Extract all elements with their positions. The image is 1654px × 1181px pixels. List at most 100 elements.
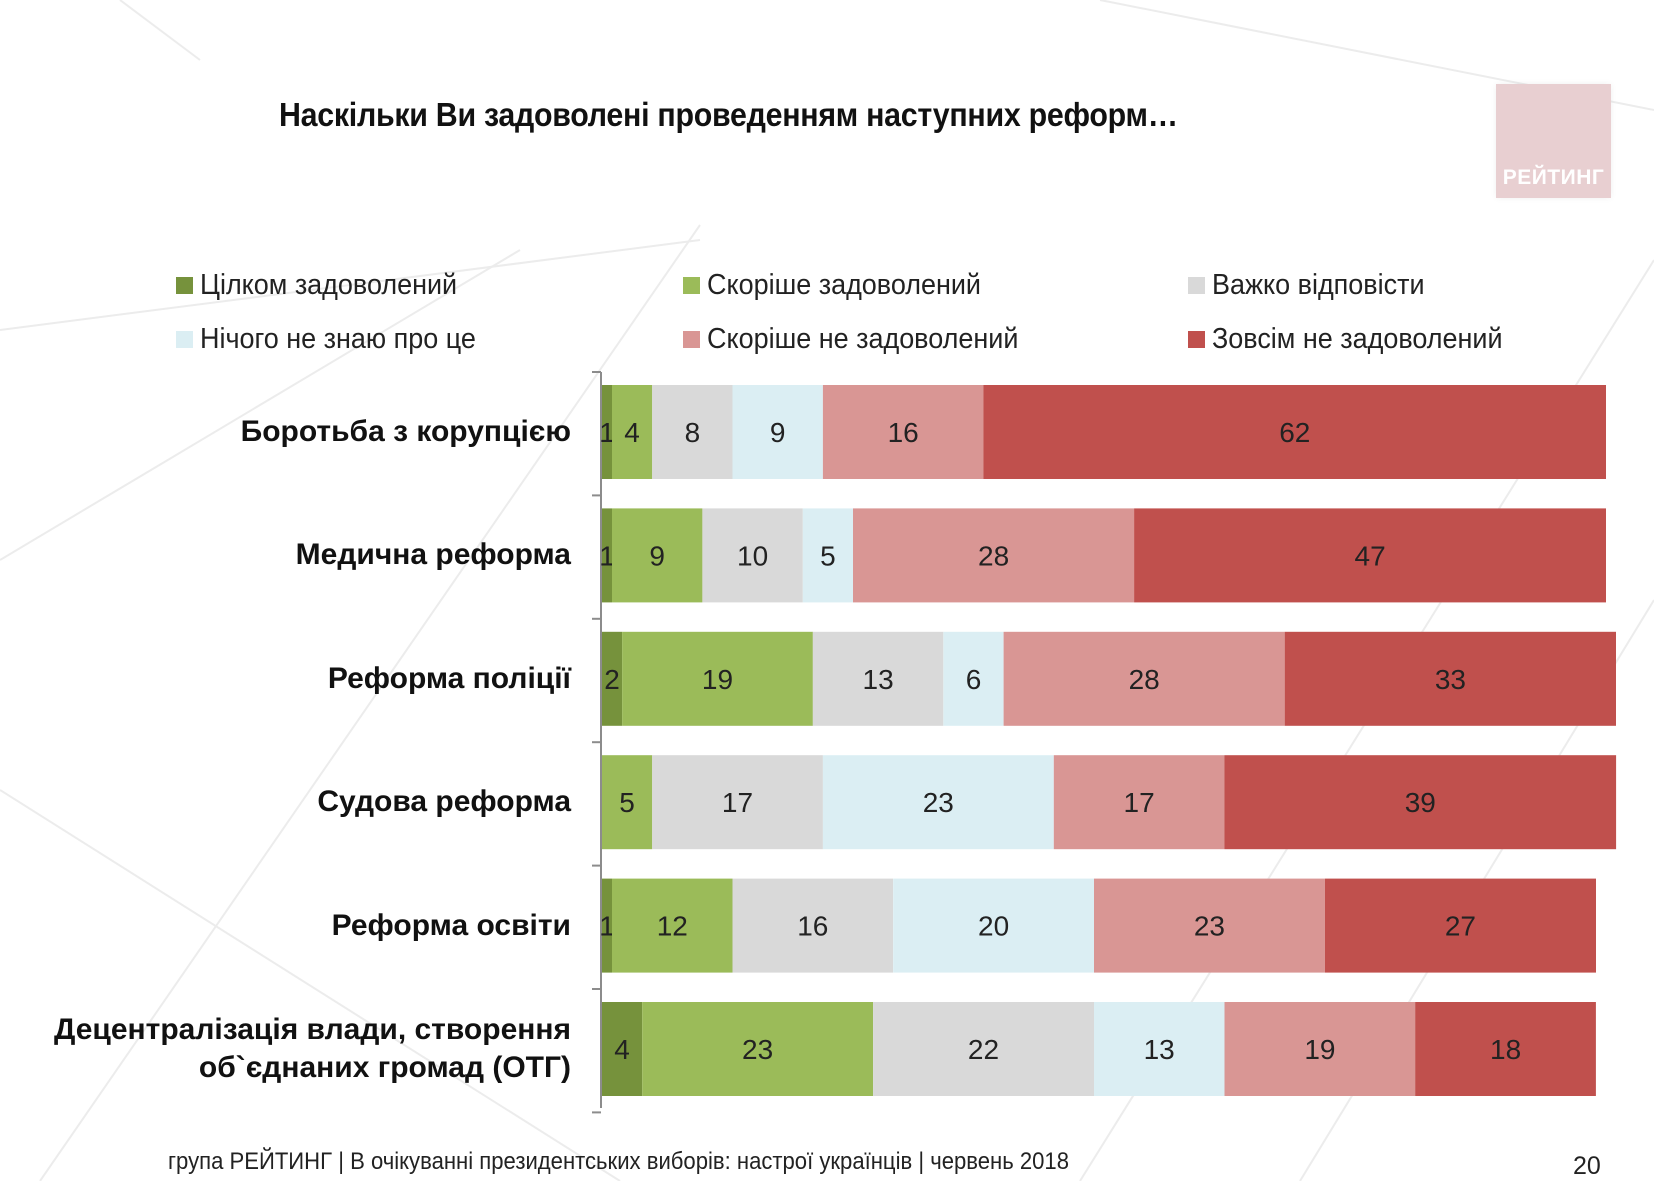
data-label: 1: [599, 911, 615, 942]
data-label: 23: [742, 1034, 773, 1065]
data-label: 23: [923, 787, 954, 818]
bar-segment: [853, 508, 1135, 603]
legend-item: Скоріше не задоволений: [683, 322, 1042, 355]
data-label: 28: [978, 540, 1009, 571]
bar-segment: [1053, 755, 1225, 850]
legend-swatch: [683, 330, 700, 348]
bar-segment: [622, 631, 813, 726]
page-number: 20: [1573, 1152, 1601, 1180]
legend-item: Цілком задоволений: [176, 268, 476, 301]
data-label: 6: [966, 664, 982, 695]
data-label: 1: [599, 417, 615, 448]
legend-item: Зовсім не задоволений: [1188, 322, 1524, 355]
data-label: 8: [685, 417, 701, 448]
data-label: 33: [1435, 664, 1466, 695]
legend-label: Нічого не знаю про це: [200, 322, 476, 355]
legend-label: Зовсім не задоволений: [1212, 322, 1503, 355]
bar-segment: [732, 385, 823, 479]
legend-label: Важко відповісти: [1212, 268, 1425, 301]
category-label: Реформа освіти: [331, 908, 571, 942]
data-label: 2: [604, 664, 620, 695]
bar-segment: [1134, 508, 1606, 603]
data-label: 16: [797, 911, 828, 942]
data-label: 27: [1445, 911, 1476, 942]
logo-text: РЕЙТИНГ: [1502, 166, 1605, 189]
page-title: Наскільки Ви задоволені проведенням наст…: [279, 96, 1178, 133]
category-label: Децентралізація влади, створення об`єдна…: [53, 1013, 571, 1084]
bar-segment: [822, 385, 984, 479]
bar-segment: [602, 755, 653, 850]
bar-segment: [612, 385, 653, 479]
bar-segment: [652, 755, 823, 850]
bar-segment: [1003, 631, 1285, 726]
legend-item: Скоріше задоволений: [683, 268, 1002, 301]
data-label: 9: [770, 417, 786, 448]
data-label: 1: [599, 540, 615, 571]
legend-label: Скоріше задоволений: [707, 268, 982, 301]
data-label: 19: [702, 664, 733, 695]
bar-segment: [652, 385, 733, 479]
bar-segment: [642, 1002, 874, 1096]
bar-segment: [702, 508, 803, 603]
category-label: Судова реформа: [317, 785, 571, 819]
data-label: 23: [1194, 911, 1225, 942]
data-label: 39: [1405, 787, 1436, 818]
legend-swatch: [176, 330, 193, 348]
legend-item: Нічого не знаю про це: [176, 322, 497, 355]
bar-segment: [602, 878, 612, 973]
bar-segment: [602, 631, 623, 726]
data-label: 47: [1355, 540, 1386, 571]
bar-segment: [812, 631, 944, 726]
data-label: 17: [722, 787, 753, 818]
legend-swatch: [1188, 330, 1205, 348]
bar-segment: [943, 631, 1004, 726]
bar-segment: [732, 878, 894, 973]
bar-segment: [1284, 631, 1616, 726]
bar-segment: [602, 1002, 643, 1096]
data-label: 17: [1124, 787, 1155, 818]
legend-swatch: [683, 276, 700, 294]
data-label: 28: [1129, 664, 1160, 695]
data-label: 4: [624, 417, 640, 448]
bar-segment: [612, 878, 733, 973]
bar-segment: [1224, 1002, 1416, 1096]
bar-segment: [1094, 1002, 1225, 1096]
bar-segment: [612, 508, 703, 603]
bar-segment: [1224, 755, 1617, 850]
legend-label: Цілком задоволений: [200, 268, 458, 301]
data-label: 16: [888, 417, 919, 448]
bar-segment: [1415, 1002, 1596, 1096]
legend-item: Важко відповісти: [1188, 268, 1441, 301]
bar-segment: [1324, 878, 1596, 973]
category-label: Реформа поліції: [327, 661, 571, 695]
data-label: 19: [1304, 1034, 1335, 1065]
bar-segment: [1094, 878, 1325, 973]
data-label: 9: [649, 540, 665, 571]
bar-segment: [893, 878, 1094, 973]
bar-segment: [983, 385, 1606, 479]
data-label: 18: [1490, 1034, 1521, 1065]
data-label: 5: [820, 540, 836, 571]
footer-text: група РЕЙТИНГ | В очікуванні президентсь…: [168, 1148, 1069, 1175]
bar-segment: [602, 385, 612, 479]
data-label: 62: [1279, 417, 1310, 448]
rating-logo: РЕЙТИНГ: [1496, 84, 1611, 198]
data-label: 12: [657, 911, 688, 942]
bar-segment: [873, 1002, 1094, 1096]
data-label: 20: [978, 911, 1009, 942]
data-label: 22: [968, 1034, 999, 1065]
data-label: 5: [619, 787, 635, 818]
data-label: 13: [1144, 1034, 1175, 1065]
legend-swatch: [1188, 276, 1205, 294]
data-label: 13: [863, 664, 894, 695]
legend-label: Скоріше не задоволений: [707, 322, 1019, 355]
bar-segment: [602, 508, 612, 603]
category-label: Боротьба з корупцією: [240, 415, 571, 448]
data-label: 10: [737, 540, 768, 571]
legend-swatch: [176, 276, 193, 294]
data-label: 4: [614, 1034, 630, 1065]
bar-segment: [802, 508, 853, 603]
category-label: Медична реформа: [295, 538, 571, 572]
bar-segment: [822, 755, 1054, 850]
